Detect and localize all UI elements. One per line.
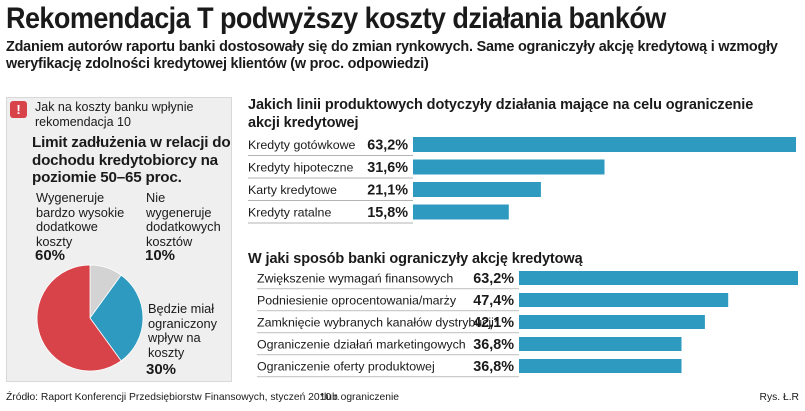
product-line-category-label: Karty kredytowe <box>248 183 337 197</box>
credit-method-value-label: 36,8% <box>473 337 514 353</box>
footer-source: Źródło: Raport Konferencji Przedsiębiors… <box>6 392 340 403</box>
credit-method-category-label: Podniesienie oprocentowania/marży <box>257 294 457 308</box>
chart2-title: W jaki sposób banki ograniczyły akcję kr… <box>248 251 583 267</box>
footer-credit: Rys. Ł.R <box>759 392 799 403</box>
pie-chart <box>36 264 144 372</box>
product-line-category-label: Kredyty gotówkowe <box>248 138 356 152</box>
product-line-bar <box>413 137 796 152</box>
pie-slice-high-costs <box>36 264 122 372</box>
pie-value-limited-impact: 30% <box>146 361 177 378</box>
pie-value-high-costs: 60% <box>35 247 66 264</box>
page-subtitle: Zdaniem autorów raportu banki dostosował… <box>6 39 778 72</box>
credit-method-value-label: 63,2% <box>473 271 514 287</box>
credit-method-bar <box>519 293 729 307</box>
panel-note: Jak na koszty banku wpłynie rekomendacja… <box>35 100 194 129</box>
credit-method-category-label: Ograniczenie działań marketingowych <box>257 338 466 352</box>
product-line-category-label: Kredyty hipoteczne <box>248 161 353 175</box>
chart1-title: Jakich linii produktowych dotyczyły dzia… <box>248 97 754 131</box>
credit-method-value-label: 36,8% <box>473 359 514 375</box>
product-line-value-label: 31,6% <box>367 160 408 176</box>
pie-label-high-costs: Wygeneruje bardzo wysokie dodatkowe kosz… <box>36 190 125 249</box>
page-title: Rekomendacja T podwyższy koszty działani… <box>6 2 666 35</box>
credit-method-bar <box>519 359 682 373</box>
credit-method-value-label: 47,4% <box>473 293 514 309</box>
product-line-value-label: 21,1% <box>367 183 408 199</box>
pie-slice-limited-impact <box>89 274 144 362</box>
credit-method-value-label: 42,1% <box>473 315 514 331</box>
product-line-value-label: 15,8% <box>367 205 408 221</box>
credit-method-category-label: Zwiększenie wymagań finansowych <box>257 272 453 286</box>
product-line-category-label: Kredyty ratalne <box>248 206 331 220</box>
exclamation-icon: ! <box>10 101 27 118</box>
product-line-bar <box>413 182 541 197</box>
credit-method-category-label: Zamknięcie wybranych kanałów dystrybucji… <box>257 316 499 330</box>
credit-method-bar <box>519 337 682 351</box>
credit-method-bar <box>519 315 705 329</box>
credit-method-bar <box>519 271 798 285</box>
product-line-bar <box>413 159 605 175</box>
panel-heading: Limit zadłużenia w relacji do dochodu kr… <box>32 134 231 186</box>
pie-label-no-costs: Nie wygeneruje dodatkowych kosztów <box>146 190 221 249</box>
pie-value-no-costs: 10% <box>145 247 176 264</box>
product-line-value-label: 63,2% <box>367 138 408 154</box>
credit-method-category-label: Ograniczenie oferty produktowej <box>257 360 435 374</box>
footer-note: *lub ograniczenie <box>320 392 399 403</box>
pie-label-limited-impact: Będzie miał ograniczony wpływ na koszty <box>148 301 218 360</box>
product-line-bar <box>413 204 509 220</box>
